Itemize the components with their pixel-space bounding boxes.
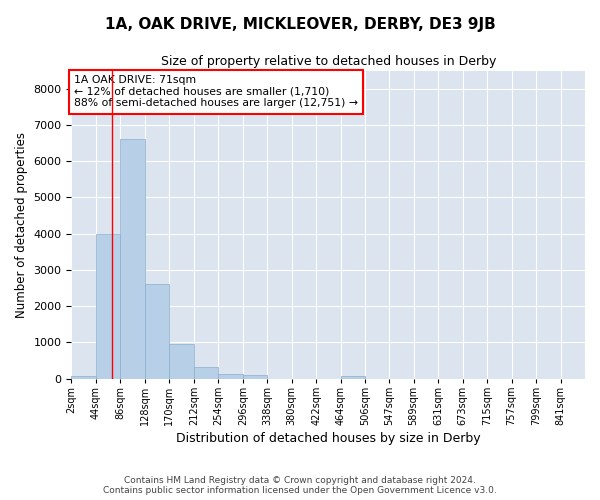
Bar (169, 344, 194, 378)
Text: Contains HM Land Registry data © Crown copyright and database right 2024.
Contai: Contains HM Land Registry data © Crown c… (103, 476, 497, 495)
Bar (121, 140, 145, 378)
Bar (96, 234, 121, 378)
Bar (243, 375, 267, 378)
Text: 1A OAK DRIVE: 71sqm
← 12% of detached houses are smaller (1,710)
88% of semi-det: 1A OAK DRIVE: 71sqm ← 12% of detached ho… (74, 75, 358, 108)
Title: Size of property relative to detached houses in Derby: Size of property relative to detached ho… (161, 55, 496, 68)
Bar (71, 376, 96, 378)
Bar (145, 284, 169, 378)
Bar (341, 376, 365, 378)
Text: 1A, OAK DRIVE, MICKLEOVER, DERBY, DE3 9JB: 1A, OAK DRIVE, MICKLEOVER, DERBY, DE3 9J… (104, 18, 496, 32)
X-axis label: Distribution of detached houses by size in Derby: Distribution of detached houses by size … (176, 432, 481, 445)
Bar (194, 367, 218, 378)
Y-axis label: Number of detached properties: Number of detached properties (15, 132, 28, 318)
Bar (218, 374, 243, 378)
